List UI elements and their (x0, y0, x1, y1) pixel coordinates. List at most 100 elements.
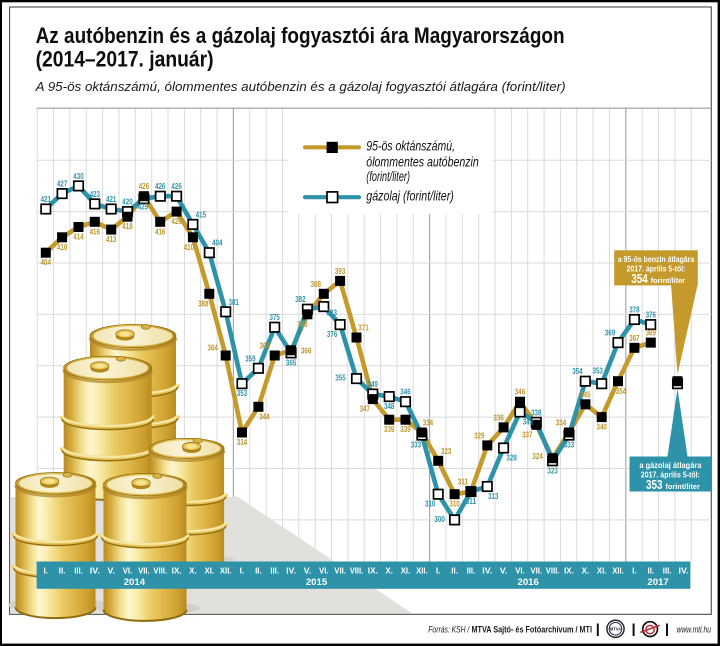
svg-text:364: 364 (260, 341, 271, 351)
svg-text:426: 426 (155, 181, 166, 191)
svg-text:421: 421 (106, 194, 117, 204)
svg-text:V.: V. (107, 567, 115, 576)
svg-text:VIII.: VIII. (350, 567, 364, 576)
svg-text:416: 416 (90, 226, 101, 236)
svg-text:354: 354 (616, 386, 627, 396)
svg-text:413: 413 (106, 234, 117, 244)
svg-text:367: 367 (629, 333, 640, 343)
svg-text:353: 353 (237, 388, 248, 398)
svg-text:369: 369 (605, 328, 616, 338)
svg-text:II.: II. (59, 567, 66, 576)
svg-text:I.: I. (240, 567, 245, 576)
svg-text:334: 334 (237, 437, 248, 447)
svg-text:III.: III. (270, 567, 279, 576)
svg-text:348: 348 (384, 401, 395, 411)
svg-text:gázolaj (forint/liter): gázolaj (forint/liter) (366, 189, 454, 204)
svg-text:2017: 2017 (647, 577, 668, 588)
svg-text:III.: III. (467, 567, 476, 576)
svg-text:V.: V. (304, 567, 312, 576)
svg-text:366: 366 (301, 345, 312, 355)
svg-text:388: 388 (198, 298, 209, 308)
svg-text:311: 311 (466, 496, 477, 506)
svg-text:(2014–2017. január): (2014–2017. január) (36, 46, 214, 71)
svg-text:VII.: VII. (138, 567, 150, 576)
svg-text:X.: X. (582, 567, 590, 576)
svg-text:a 95-ös benzin átlagára: a 95-ös benzin átlagára (618, 255, 695, 264)
svg-text:VIII.: VIII. (153, 567, 167, 576)
svg-text:VII.: VII. (334, 567, 346, 576)
svg-text:378: 378 (629, 305, 640, 315)
svg-text:300: 300 (434, 514, 445, 524)
svg-text:353: 353 (646, 478, 663, 492)
svg-text:420: 420 (171, 216, 182, 226)
svg-text:339: 339 (400, 424, 411, 434)
svg-text:430: 430 (73, 171, 84, 181)
svg-text:423: 423 (90, 189, 101, 199)
svg-text:X.: X. (189, 567, 197, 576)
svg-text:337: 337 (522, 429, 533, 439)
svg-text:MTVA Sajtó- és Fotóarchívum /: MTVA Sajtó- és Fotóarchívum / MTI (472, 624, 593, 634)
svg-text:VII.: VII. (531, 567, 543, 576)
svg-text:416: 416 (155, 226, 166, 236)
svg-text:414: 414 (73, 232, 84, 242)
svg-text:XI.: XI. (597, 567, 607, 576)
svg-text:IV.: IV. (482, 567, 492, 576)
svg-text:XII.: XII. (612, 567, 624, 576)
svg-text:336: 336 (493, 412, 504, 422)
svg-text:333: 333 (411, 440, 422, 450)
svg-text:I.: I. (436, 567, 441, 576)
svg-text:X.: X. (385, 567, 393, 576)
svg-text:MTVA: MTVA (610, 627, 622, 632)
svg-text:347: 347 (360, 404, 371, 414)
svg-text:XI.: XI. (401, 567, 411, 576)
svg-text:Forrás: KSH /: Forrás: KSH / (428, 624, 470, 634)
svg-text:425: 425 (138, 202, 149, 212)
svg-text:IX.: IX. (564, 567, 574, 576)
svg-text:344: 344 (259, 411, 270, 421)
svg-text:383: 383 (327, 308, 338, 318)
svg-text:329: 329 (474, 430, 485, 440)
svg-text:311: 311 (458, 477, 469, 487)
svg-text:388: 388 (311, 279, 322, 289)
svg-text:313: 313 (488, 491, 499, 501)
svg-text:382: 382 (295, 294, 306, 304)
svg-text:2017. április 5-től:: 2017. április 5-től: (627, 265, 686, 274)
svg-text:380: 380 (297, 319, 308, 329)
svg-text:2017. április 5-től:: 2017. április 5-től: (641, 471, 700, 480)
svg-text:VIII.: VIII. (546, 567, 560, 576)
svg-text:2014: 2014 (124, 577, 146, 588)
svg-text:95-ös oktánszámú,: 95-ös oktánszámú, (366, 139, 455, 154)
svg-text:2015: 2015 (306, 577, 328, 588)
svg-text:338: 338 (531, 407, 542, 417)
svg-text:IV.: IV. (679, 567, 689, 576)
svg-text:II.: II. (648, 567, 655, 576)
svg-text:420: 420 (122, 197, 133, 207)
svg-text:393: 393 (335, 266, 346, 276)
svg-text:III.: III. (663, 567, 672, 576)
svg-text:VI.: VI. (319, 567, 329, 576)
svg-text:II.: II. (451, 567, 458, 576)
svg-text:426: 426 (171, 181, 182, 191)
svg-text:324: 324 (532, 451, 543, 461)
svg-text:364: 364 (208, 343, 219, 353)
svg-text:A 95-ös oktánszámú, ólommentes: A 95-ös oktánszámú, ólommentes autóbenzi… (35, 80, 566, 94)
svg-text:355: 355 (335, 373, 346, 383)
svg-text:VI.: VI. (123, 567, 133, 576)
svg-text:forint/liter: forint/liter (651, 276, 686, 285)
svg-text:346: 346 (515, 387, 526, 397)
svg-text:376: 376 (327, 329, 338, 339)
svg-text:I.: I. (632, 567, 637, 576)
svg-text:VI.: VI. (515, 567, 525, 576)
svg-text:346: 346 (400, 387, 411, 397)
svg-text:IX.: IX. (368, 567, 378, 576)
svg-text:310: 310 (425, 499, 436, 509)
svg-text:XII.: XII. (220, 567, 232, 576)
svg-text:427: 427 (57, 179, 68, 189)
svg-text:342: 342 (523, 417, 534, 427)
svg-text:418: 418 (122, 221, 133, 231)
svg-text:415: 415 (196, 209, 207, 219)
svg-text:www.mti.hu: www.mti.hu (677, 624, 712, 634)
svg-text:404: 404 (212, 238, 223, 248)
svg-text:II.: II. (255, 567, 262, 576)
svg-text:354: 354 (631, 272, 648, 286)
